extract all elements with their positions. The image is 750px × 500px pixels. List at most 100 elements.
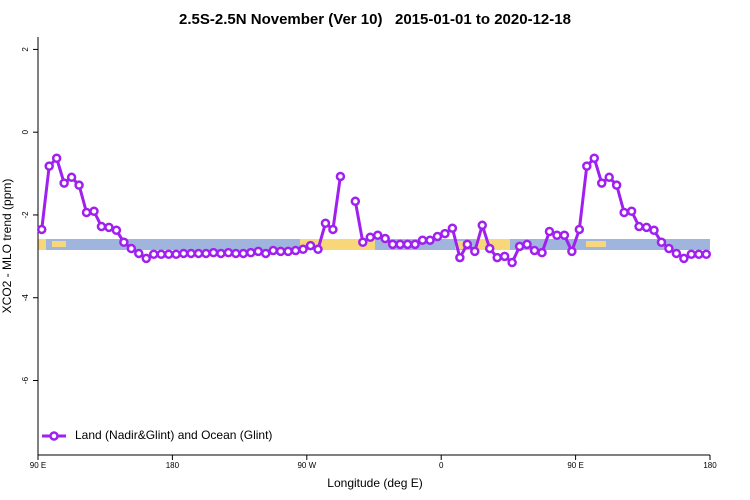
data-point — [44, 161, 54, 171]
data-point — [313, 244, 323, 255]
data-point — [126, 243, 137, 254]
data-point — [372, 230, 383, 240]
data-point — [619, 207, 629, 218]
chart-title: 2.5S-2.5N November (Ver 10) 2015-01-01 t… — [179, 11, 571, 28]
data-point — [350, 196, 361, 207]
x-tick-label: 180 — [166, 461, 180, 470]
data-point — [507, 257, 517, 268]
data-point — [66, 172, 77, 183]
data-point — [290, 245, 301, 256]
data-point — [275, 246, 286, 257]
data-point — [649, 225, 659, 236]
data-point — [641, 222, 652, 233]
data-point — [305, 240, 316, 251]
y-tick-label: -2 — [21, 211, 30, 219]
land-band — [300, 239, 375, 250]
data-point — [694, 249, 704, 260]
data-point — [664, 243, 674, 254]
data-point — [417, 235, 428, 245]
data-point — [582, 161, 592, 171]
data-point — [328, 224, 338, 235]
data-point — [522, 239, 532, 250]
data-point — [410, 239, 420, 250]
data-point — [178, 248, 189, 259]
y-tick-label: 2 — [21, 47, 30, 52]
data-point — [484, 243, 495, 254]
land-band — [38, 239, 46, 250]
data-point — [402, 239, 413, 250]
x-tick-label: 90 E — [567, 461, 583, 470]
data-point — [148, 249, 159, 260]
data-point — [492, 252, 502, 263]
data-point — [574, 224, 585, 235]
data-point — [320, 218, 331, 228]
data-point — [260, 248, 271, 259]
data-point — [425, 235, 435, 245]
data-point — [51, 153, 62, 164]
data-point — [253, 246, 264, 257]
data-point — [634, 221, 644, 232]
x-tick-label: 90 W — [297, 461, 316, 470]
data-point — [537, 247, 547, 258]
data-point — [238, 248, 249, 259]
data-point — [171, 249, 181, 260]
data-point — [365, 232, 376, 243]
data-point — [701, 249, 712, 260]
x-tick-label: 90 E — [30, 461, 46, 470]
y-tick-label: 0 — [21, 129, 30, 134]
data-point — [514, 241, 525, 252]
data-point — [656, 237, 667, 248]
data-point — [156, 249, 166, 260]
data-point — [223, 247, 234, 258]
surface-band — [38, 239, 710, 250]
data-point — [559, 230, 570, 240]
data-point — [59, 178, 69, 188]
data-point — [163, 249, 174, 260]
y-tick-label: -4 — [21, 294, 30, 302]
data-point — [596, 178, 607, 188]
data-point — [380, 233, 390, 244]
data-point — [141, 253, 152, 264]
data-point — [686, 249, 697, 260]
data-point — [455, 252, 465, 263]
data-point — [395, 239, 405, 250]
land-band — [476, 239, 510, 250]
data-point — [440, 228, 450, 239]
data-point — [104, 222, 114, 233]
x-axis-label: Longitude (deg E) — [327, 476, 422, 490]
data-point — [477, 220, 488, 231]
data-point — [387, 239, 398, 250]
data-point — [679, 253, 689, 264]
data-point — [567, 246, 577, 257]
data-point — [544, 226, 555, 237]
data-point — [36, 224, 47, 235]
data-point — [432, 231, 443, 242]
data-point — [589, 153, 600, 164]
data-point — [268, 245, 278, 256]
y-tick-label: -6 — [21, 376, 30, 384]
data-point — [111, 225, 122, 236]
x-tick-label: 180 — [703, 461, 717, 470]
data-point — [671, 248, 682, 259]
data-point — [134, 248, 144, 259]
legend-label: Land (Nadir&Glint) and Ocean (Glint) — [75, 428, 272, 442]
data-point — [193, 248, 204, 259]
data-point — [283, 246, 293, 257]
data-point — [201, 248, 211, 259]
data-point — [96, 221, 107, 232]
data-point — [81, 207, 92, 218]
legend-marker — [49, 431, 59, 441]
data-point — [231, 248, 241, 259]
land-band — [455, 241, 463, 249]
data-point — [447, 223, 458, 233]
data-point — [358, 237, 368, 248]
data-point — [74, 180, 84, 190]
data-point — [186, 248, 196, 259]
data-point — [529, 245, 540, 256]
y-axis-label: XCO2 - MLO trend (ppm) — [0, 179, 14, 314]
data-point — [298, 244, 308, 255]
data-point — [604, 172, 614, 183]
data-point — [499, 251, 510, 262]
data-point — [119, 237, 129, 248]
